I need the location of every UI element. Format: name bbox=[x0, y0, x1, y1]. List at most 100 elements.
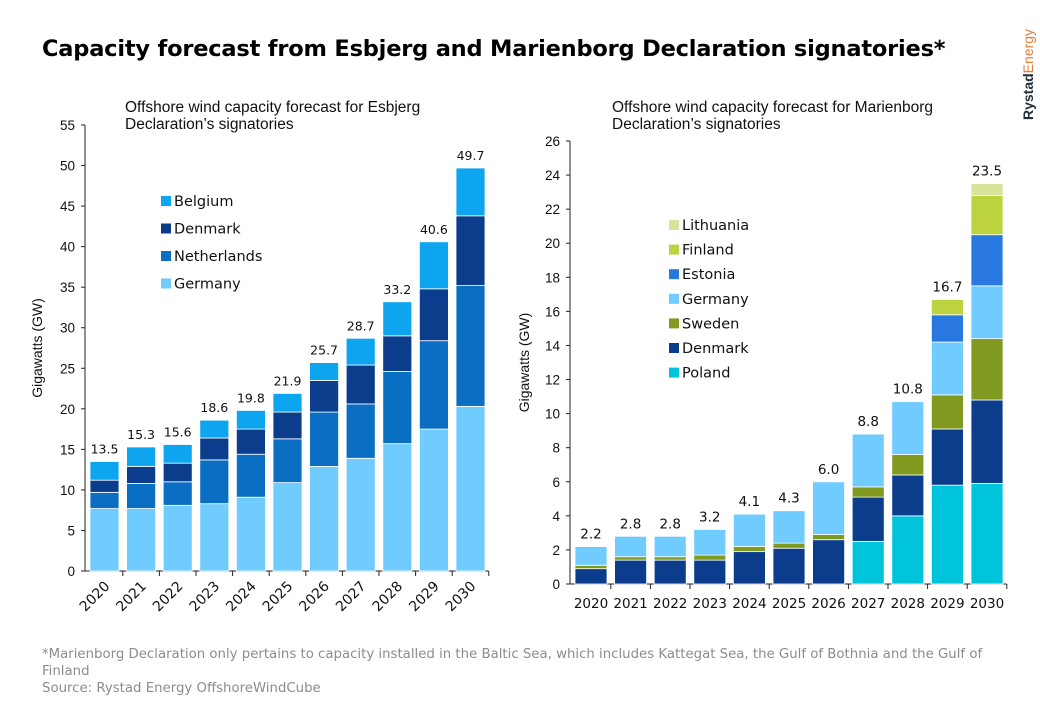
bar-segment-denmark bbox=[653, 559, 687, 585]
legend-swatch-finland bbox=[669, 244, 679, 255]
y-tick-label: 0 bbox=[552, 577, 560, 592]
y-tick-label: 0 bbox=[67, 564, 75, 579]
bar-segment-germany bbox=[653, 535, 687, 558]
bar-segment-netherlands bbox=[382, 371, 413, 445]
bar-segment-denmark bbox=[891, 474, 925, 517]
x-tick-label: 2023 bbox=[693, 596, 727, 612]
bar-segment-germany bbox=[812, 481, 845, 535]
total-label: 13.5 bbox=[91, 442, 119, 457]
footnote: *Marienborg Declaration only pertains to… bbox=[42, 646, 1017, 697]
esbjerg-chart: Offshore wind capacity forecast for Esbj… bbox=[29, 99, 490, 615]
legend-swatch-belgium bbox=[161, 196, 171, 206]
total-label: 3.2 bbox=[699, 509, 720, 525]
y-tick-label: 18 bbox=[545, 270, 560, 285]
bar-segment-denmark bbox=[418, 288, 449, 342]
legend-label-germany: Germany bbox=[174, 277, 241, 293]
y-tick-label: 20 bbox=[60, 402, 75, 417]
y-tick-label: 30 bbox=[60, 321, 75, 336]
bar-segment-denmark bbox=[812, 539, 845, 585]
legend-swatch-netherlands bbox=[161, 251, 171, 261]
total-label: 33.2 bbox=[383, 282, 411, 297]
bar-segment-denmark bbox=[970, 399, 1004, 484]
bar-segment-denmark bbox=[382, 335, 413, 372]
bar-segment-sweden bbox=[693, 554, 727, 561]
bar-segment-germany bbox=[272, 482, 303, 572]
total-label: 2.8 bbox=[659, 516, 680, 532]
y-tick-label: 8 bbox=[552, 441, 560, 456]
y-tick-label: 35 bbox=[60, 280, 75, 295]
y-tick-label: 4 bbox=[552, 509, 560, 524]
bar-segment-belgium bbox=[199, 419, 230, 439]
total-label: 4.1 bbox=[739, 494, 760, 510]
bar-segment-sweden bbox=[851, 486, 885, 498]
bar-segment-germany bbox=[891, 401, 925, 455]
legend-label-poland: Poland bbox=[682, 366, 730, 382]
y-tick-label: 12 bbox=[545, 373, 560, 388]
bar-segment-sweden bbox=[614, 556, 647, 561]
x-tick-label: 2022 bbox=[653, 596, 687, 612]
footnote-source: Source: Rystad Energy OffshoreWindCube bbox=[42, 681, 321, 696]
total-label: 16.7 bbox=[932, 279, 962, 295]
y-tick-label: 45 bbox=[60, 199, 75, 214]
bar-segment-sweden bbox=[653, 556, 687, 561]
bar-segment-sweden bbox=[812, 534, 845, 541]
bar-segment-estonia bbox=[931, 314, 964, 343]
x-tick-label: 2030 bbox=[970, 596, 1004, 612]
bar-segment-germany bbox=[89, 508, 120, 572]
bar-segment-finland bbox=[970, 195, 1004, 236]
bar-segment-sweden bbox=[733, 546, 766, 553]
legend-label-sweden: Sweden bbox=[682, 316, 739, 332]
total-label: 15.6 bbox=[164, 424, 192, 439]
bar-segment-germany bbox=[970, 285, 1004, 340]
bar-segment-estonia bbox=[970, 234, 1004, 287]
legend-swatch-lithuania bbox=[669, 220, 679, 230]
bar-segment-poland bbox=[891, 515, 925, 585]
bar-segment-netherlands bbox=[418, 340, 449, 430]
legend-swatch-denmark bbox=[161, 223, 171, 234]
bar-segment-denmark bbox=[772, 547, 806, 585]
bar-segment-poland bbox=[931, 484, 964, 585]
legend-swatch-denmark bbox=[669, 343, 679, 353]
bar-segment-germany bbox=[614, 535, 647, 558]
x-tick-label: 2020 bbox=[574, 596, 608, 612]
total-label: 49.7 bbox=[457, 148, 485, 163]
bar-segment-germany bbox=[162, 504, 193, 572]
x-tick-label: 2028 bbox=[891, 596, 925, 612]
bar-segment-denmark bbox=[614, 559, 647, 585]
legend-swatch-sweden bbox=[669, 318, 679, 329]
bar-segment-denmark bbox=[851, 496, 885, 542]
bar-segment-germany bbox=[931, 341, 964, 396]
total-label: 18.6 bbox=[200, 400, 228, 415]
bar-segment-netherlands bbox=[455, 285, 486, 407]
bar-segment-denmark bbox=[693, 559, 727, 585]
y-tick-label: 50 bbox=[60, 159, 75, 174]
bar-segment-belgium bbox=[126, 446, 156, 467]
bar-segment-germany bbox=[126, 508, 156, 572]
total-label: 19.8 bbox=[237, 390, 265, 405]
bar-segment-lithuania bbox=[970, 183, 1004, 196]
y-tick-label: 5 bbox=[67, 523, 75, 538]
marienborg-chart: Offshore wind capacity forecast for Mari… bbox=[516, 99, 1008, 612]
bar-segment-belgium bbox=[235, 410, 266, 430]
y-axis-label: Gigawatts (GW) bbox=[516, 313, 532, 413]
bar-segment-sweden bbox=[772, 542, 806, 549]
bar-segment-belgium bbox=[89, 461, 120, 481]
chart-subtitle: Offshore wind capacity forecast for Mari… bbox=[612, 99, 933, 133]
total-label: 4.3 bbox=[778, 491, 799, 507]
page-title: Capacity forecast from Esbjerg and Marie… bbox=[42, 36, 946, 62]
bar-segment-germany bbox=[455, 405, 486, 572]
y-tick-label: 40 bbox=[60, 240, 75, 255]
bar-segment-netherlands bbox=[126, 483, 156, 509]
bar-segment-belgium bbox=[162, 444, 193, 464]
bar-segment-germany bbox=[772, 510, 806, 544]
y-tick-label: 15 bbox=[60, 442, 75, 457]
x-tick-label: 2027 bbox=[851, 596, 885, 612]
legend-swatch-poland bbox=[669, 367, 679, 378]
y-axis-label: Gigawatts (GW) bbox=[29, 298, 45, 398]
bar-segment-netherlands bbox=[272, 438, 303, 484]
y-tick-label: 6 bbox=[552, 475, 560, 490]
bar-segment-belgium bbox=[455, 167, 486, 217]
legend-swatch-estonia bbox=[669, 269, 679, 280]
legend-label-estonia: Estonia bbox=[682, 267, 735, 283]
bar-segment-belgium bbox=[309, 362, 340, 381]
